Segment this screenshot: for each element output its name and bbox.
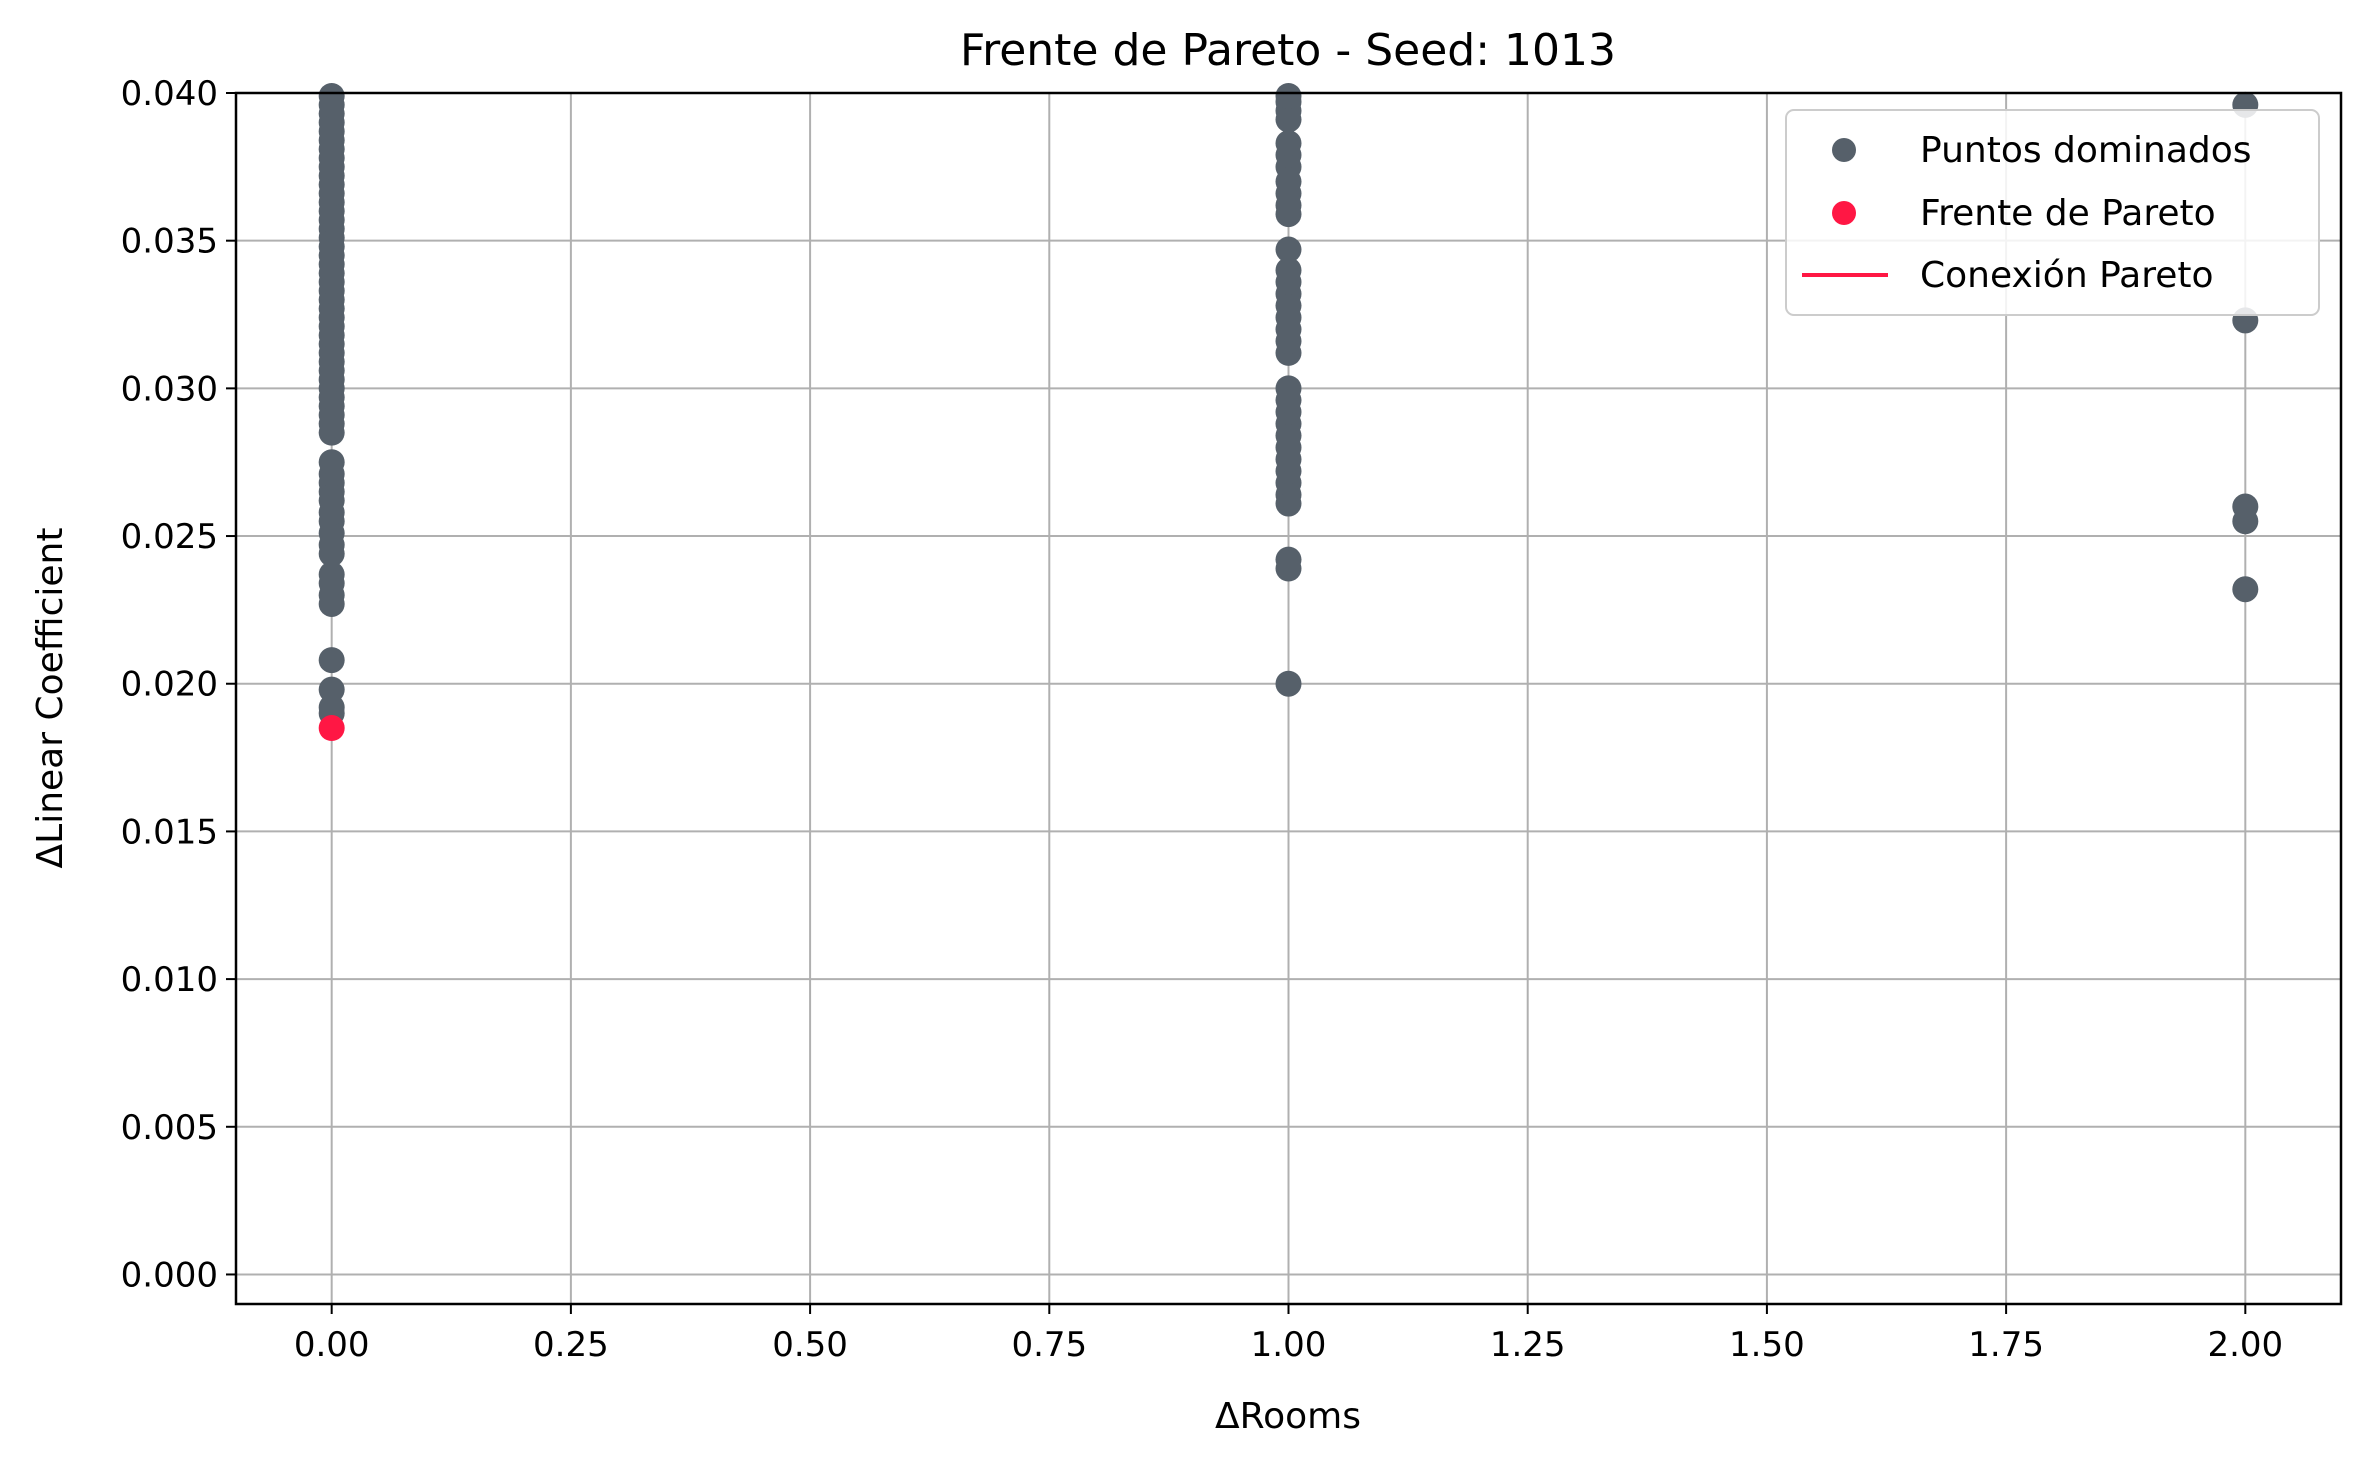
y-tick-label: 0.000	[121, 1255, 218, 1295]
dominated-point	[318, 449, 345, 476]
x-tick-label: 1.50	[1729, 1325, 1805, 1365]
y-tick-label: 0.005	[121, 1108, 218, 1148]
dominated-point	[318, 82, 345, 109]
dominated-point	[318, 647, 345, 674]
legend: Puntos dominados Frente de Pareto Conexi…	[1785, 109, 2320, 316]
x-tick-label: 0.75	[1011, 1325, 1087, 1365]
dominated-point	[318, 561, 345, 588]
y-tick-label: 0.015	[121, 812, 218, 852]
data-points	[318, 82, 2259, 742]
legend-box	[1785, 109, 2320, 316]
dominated-point	[1275, 375, 1302, 402]
x-tick-label: 0.50	[772, 1325, 848, 1365]
x-tick-label: 1.25	[1490, 1325, 1566, 1365]
dominated-point	[1275, 670, 1302, 697]
x-axis-ticks: 0.00 0.25 0.50 0.75 1.00 1.25 1.50 1.75 2.00	[294, 1304, 2283, 1365]
legend-label-pareto-connection: Conexión Pareto	[1920, 255, 2214, 296]
dominated-point	[2232, 576, 2259, 603]
y-tick-label: 0.040	[121, 74, 218, 114]
x-tick-label: 1.75	[1968, 1325, 2044, 1365]
y-tick-label: 0.025	[121, 517, 218, 557]
y-tick-label: 0.035	[121, 222, 218, 262]
legend-label-dominated: Puntos dominados	[1920, 130, 2252, 171]
y-axis-label: ΔLinear Coefficient	[30, 528, 71, 869]
dominated-point	[2232, 493, 2259, 520]
pareto-front-point	[318, 715, 345, 742]
legend-label-pareto-front: Frente de Pareto	[1920, 193, 2216, 234]
x-axis-label: ΔRooms	[1215, 1396, 1361, 1437]
dominated-point	[1275, 236, 1302, 263]
x-tick-label: 2.00	[2207, 1325, 2283, 1365]
dominated-point	[1275, 546, 1302, 573]
legend-marker-dominated	[1832, 138, 1856, 162]
x-tick-label: 0.25	[533, 1325, 609, 1365]
y-axis-ticks: 0.000 0.005 0.010 0.015 0.020 0.025 0.030 0.035…	[121, 74, 236, 1295]
y-tick-label: 0.010	[121, 960, 218, 1000]
x-tick-label: 0.00	[294, 1325, 370, 1365]
dominated-point	[1275, 130, 1302, 157]
dominated-point	[318, 676, 345, 703]
y-tick-label: 0.030	[121, 369, 218, 409]
chart-title: Frente de Pareto - Seed: 1013	[960, 25, 1616, 76]
y-tick-label: 0.020	[121, 665, 218, 705]
legend-marker-pareto-front	[1832, 201, 1856, 225]
dominated-point	[1275, 257, 1302, 284]
x-tick-label: 1.00	[1251, 1325, 1327, 1365]
dominated-point	[1275, 82, 1302, 109]
